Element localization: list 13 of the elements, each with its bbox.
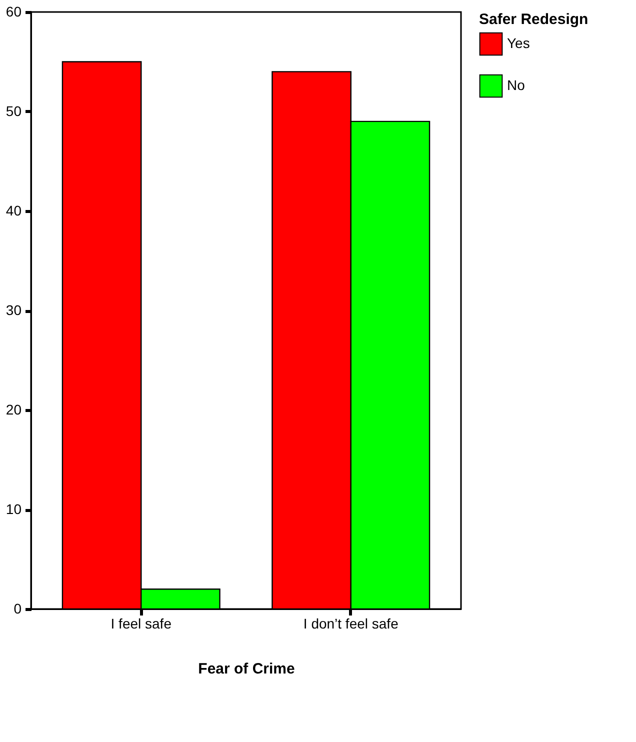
y-tick-label: 50: [6, 103, 22, 119]
legend-label: Yes: [507, 35, 530, 51]
x-tick-label: I feel safe: [110, 616, 172, 632]
y-tick-label: 60: [6, 4, 22, 20]
y-tick-label: 0: [14, 600, 22, 616]
y-tick-label: 10: [6, 501, 22, 517]
y-tick-label: 20: [6, 402, 22, 418]
x-axis-title: Fear of Crime: [198, 660, 295, 678]
legend-title: Safer Redesign: [479, 11, 588, 28]
x-tick-label: I don’t feel safe: [303, 616, 399, 632]
legend-label: No: [507, 77, 526, 93]
y-tick-label: 30: [6, 302, 22, 318]
y-tick-label: 40: [6, 202, 22, 218]
